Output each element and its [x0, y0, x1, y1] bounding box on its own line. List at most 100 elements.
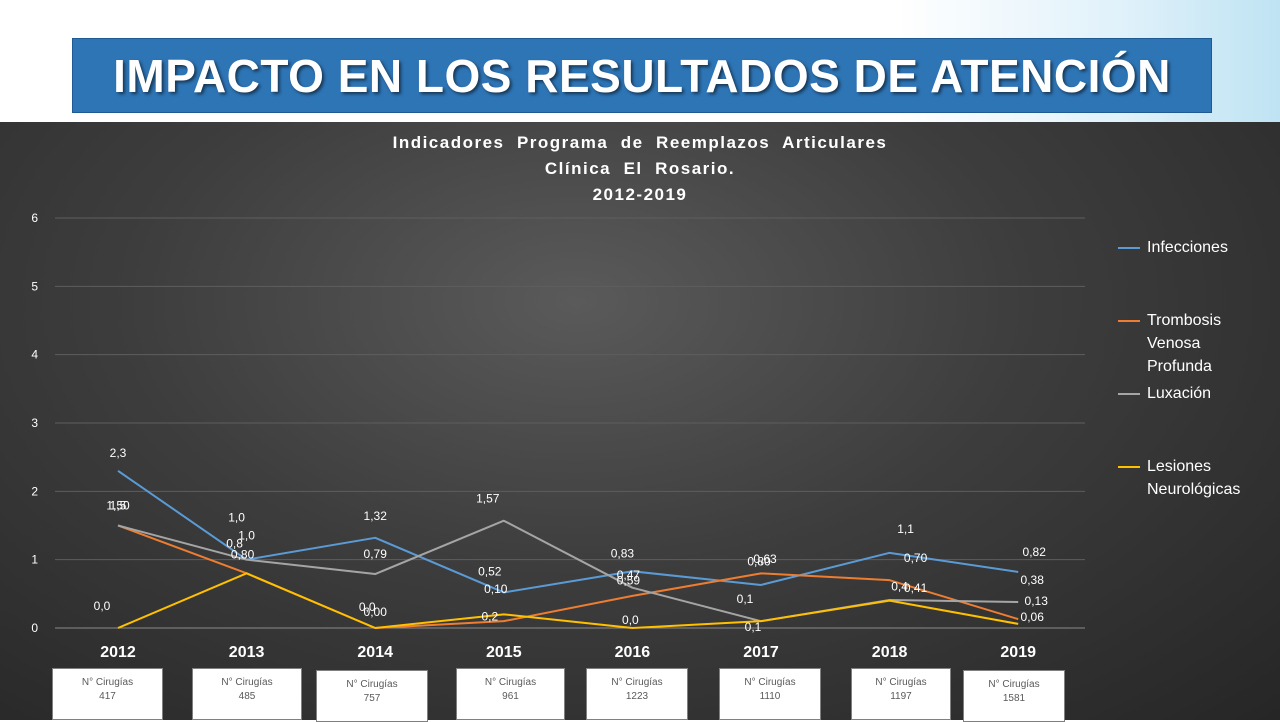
- surgery-count-value: 417: [99, 691, 116, 702]
- legend-label: Luxación: [1147, 382, 1257, 405]
- data-label: 2,3: [110, 446, 127, 460]
- data-label: 0,0: [622, 613, 639, 627]
- surgery-count-label: N° Cirugías: [484, 677, 537, 688]
- surgery-count-value: 757: [363, 693, 381, 704]
- slide-title: IMPACTO EN LOS RESULTADOS DE ATENCIÓN: [113, 49, 1171, 102]
- data-label: 1,0: [228, 511, 245, 525]
- y-tick-label: 0: [31, 621, 38, 635]
- data-label: 0,1: [737, 592, 754, 606]
- legend-swatch: [1118, 466, 1140, 468]
- data-label: 1,57: [476, 492, 500, 506]
- surgery-count-label: N° Cirugías: [875, 677, 927, 688]
- data-label: 0,59: [617, 574, 641, 588]
- chart-title-line-2: Clínica El Rosario.: [544, 159, 736, 178]
- x-tick-label: 2018: [872, 644, 908, 661]
- legend-label: Lesiones Neurológicas: [1147, 455, 1257, 501]
- data-label: 0,80: [747, 554, 771, 568]
- legend-label-line: Luxación: [1147, 385, 1212, 402]
- data-label: 0,06: [1021, 610, 1045, 624]
- legend-label: Trombosis Venosa Profunda: [1147, 309, 1257, 378]
- legend-label-line: Neurológicas: [1147, 481, 1241, 498]
- data-label: 1,0: [238, 529, 255, 543]
- surgery-count-value: 961: [502, 691, 519, 702]
- data-label: 0,00: [364, 605, 388, 619]
- data-label: 0,38: [1021, 573, 1045, 587]
- x-tick-label: 2019: [1000, 644, 1036, 661]
- surgery-count-value: 1223: [625, 691, 649, 702]
- legend-swatch: [1118, 247, 1140, 249]
- data-label: 0,63: [753, 552, 777, 566]
- surgery-count-label: N° Cirugías: [988, 679, 1040, 690]
- data-label: 0,2: [481, 609, 498, 623]
- surgery-count-box: N° Cirugías 1223: [586, 668, 688, 720]
- chart-title: Indicadores Programa de Reemplazos Artic…: [0, 130, 1280, 208]
- data-label: 0,47: [617, 568, 641, 582]
- data-label: 0,4: [891, 580, 908, 594]
- legend-label: Infecciones: [1147, 236, 1257, 259]
- data-label: 0,0: [359, 600, 376, 614]
- surgery-count-label: N° Cirugías: [744, 677, 796, 688]
- chart-area: [0, 122, 1280, 720]
- legend-label-line: Lesiones: [1147, 458, 1212, 475]
- x-tick-label: 2013: [229, 644, 265, 661]
- x-tick-label: 2016: [615, 644, 651, 661]
- legend-item: Luxación: [1118, 382, 1257, 405]
- series-line-0: [117, 470, 1019, 594]
- y-tick-label: 4: [31, 348, 38, 362]
- legend-label-line: Trombosis: [1147, 312, 1222, 329]
- data-label: 0,82: [1023, 545, 1047, 559]
- surgery-count-box: N° Cirugías 417: [52, 668, 163, 720]
- legend-label-line: Infecciones: [1147, 239, 1228, 256]
- surgery-count-value: 485: [238, 691, 256, 702]
- data-label: 1,1: [897, 522, 914, 536]
- legend-label-line: Profunda: [1147, 358, 1212, 375]
- data-label: 0,70: [904, 551, 928, 565]
- data-label: 0,83: [611, 546, 635, 560]
- x-tick-label: 2014: [357, 644, 393, 661]
- surgery-count-box: N° Cirugías 1197: [851, 668, 951, 720]
- y-tick-label: 2: [31, 484, 38, 498]
- data-label: 0,13: [1025, 594, 1049, 608]
- surgery-count-label: N° Cirugías: [346, 679, 398, 690]
- surgery-count-value: 1197: [890, 691, 912, 702]
- series-line-3: [117, 572, 1019, 629]
- y-tick-label: 3: [31, 416, 38, 430]
- surgery-count-label: N° Cirugías: [611, 677, 663, 688]
- surgery-count-box: N° Cirugías 1581: [963, 670, 1065, 722]
- data-label: 1,32: [364, 509, 388, 523]
- x-tick-label: 2017: [743, 644, 779, 661]
- legend-item: Infecciones: [1118, 236, 1257, 259]
- data-label: 0,79: [364, 547, 388, 561]
- data-label: 0,41: [904, 581, 928, 595]
- legend-item: Lesiones Neurológicas: [1118, 455, 1257, 501]
- surgery-count-value: 1581: [1002, 693, 1026, 704]
- surgery-count-label: N° Cirugías: [221, 677, 273, 688]
- data-label: 1,5: [110, 499, 127, 513]
- data-label: 0,80: [231, 547, 255, 561]
- chart-title-line-1: Indicadores Programa de Reemplazos Artic…: [392, 133, 888, 152]
- legend-swatch: [1118, 320, 1140, 322]
- data-label: 0,1: [745, 620, 762, 634]
- surgery-count-box: N° Cirugías 961: [456, 668, 565, 720]
- y-tick-label: 1: [31, 553, 38, 567]
- data-label: 1,50: [106, 499, 130, 513]
- data-label: 0,8: [226, 536, 243, 550]
- data-label: 0,10: [484, 582, 508, 596]
- slide-title-banner: IMPACTO EN LOS RESULTADOS DE ATENCIÓN: [72, 38, 1212, 113]
- surgery-count-box: N° Cirugías 485: [192, 668, 302, 720]
- surgery-count-label: N° Cirugías: [81, 677, 134, 688]
- surgery-count-value: 1110: [759, 691, 781, 702]
- data-label: 0,0: [94, 599, 111, 613]
- surgery-count-box: N° Cirugías 757: [316, 670, 428, 722]
- x-tick-label: 2012: [100, 644, 136, 661]
- legend-swatch: [1118, 393, 1140, 395]
- data-label: 0,52: [478, 564, 502, 578]
- chart-title-line-3: 2012-2019: [592, 185, 688, 204]
- y-tick-label: 6: [31, 211, 38, 225]
- legend-label-line: Venosa: [1147, 335, 1201, 352]
- legend-item: Trombosis Venosa Profunda: [1118, 309, 1257, 378]
- x-tick-label: 2015: [486, 644, 522, 661]
- surgery-count-box: N° Cirugías 1110: [719, 668, 821, 720]
- y-tick-label: 5: [31, 279, 38, 293]
